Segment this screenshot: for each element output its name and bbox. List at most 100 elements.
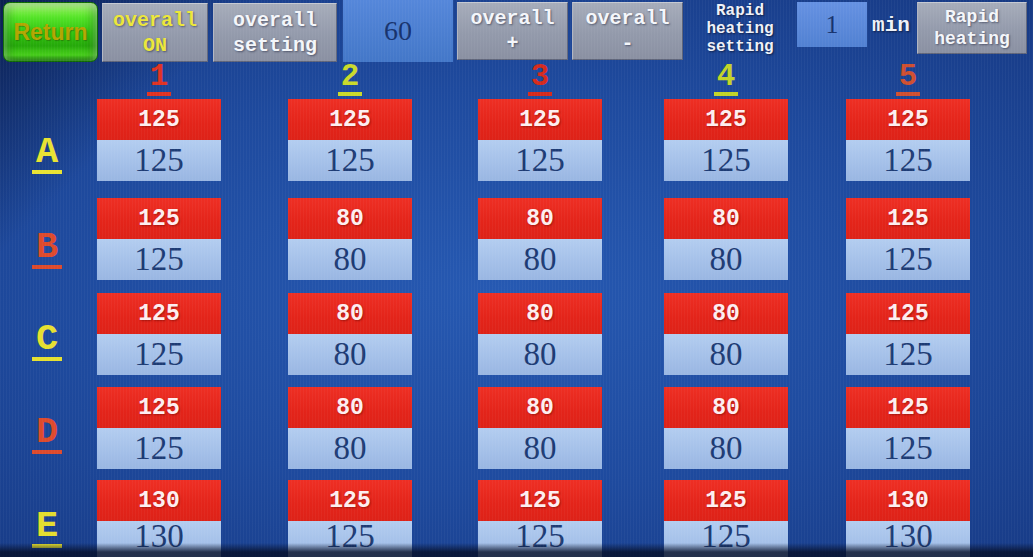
set-temp-A1[interactable]: 125 [97,99,221,140]
actual-temp-D1: 125 [97,428,221,469]
set-temp-A5[interactable]: 125 [846,99,970,140]
actual-temp-C5: 125 [846,334,970,375]
row-label-text: E [32,512,62,548]
set-temp-D3[interactable]: 80 [478,387,602,428]
cell-B2: 8080 [288,198,412,280]
rapid-heating-minutes-value: 1 [826,10,839,40]
cell-E5: 130130 [846,480,970,557]
set-temp-B4[interactable]: 80 [664,198,788,239]
hmi-heating-screen: Return overall ON overall setting 60 ove… [0,0,1033,557]
actual-temp-C3: 80 [478,334,602,375]
set-temp-E1[interactable]: 130 [97,480,221,521]
cell-B1: 125125 [97,198,221,280]
return-button[interactable]: Return [3,2,98,62]
row-label-D: D [22,418,72,454]
set-temp-E5[interactable]: 130 [846,480,970,521]
cell-C3: 8080 [478,293,602,375]
row-label-E: E [22,512,72,548]
cell-E1: 130130 [97,480,221,557]
cell-E2: 125125 [288,480,412,557]
overall-setting-button[interactable]: overall setting [213,3,337,62]
cell-E4: 125125 [664,480,788,557]
row-label-text: A [32,138,62,174]
set-temp-C5[interactable]: 125 [846,293,970,334]
set-temp-C1[interactable]: 125 [97,293,221,334]
actual-temp-C4: 80 [664,334,788,375]
actual-temp-D5: 125 [846,428,970,469]
overall-setting-label-line2: setting [233,33,317,58]
cell-D3: 8080 [478,387,602,469]
actual-temp-E5: 130 [846,521,970,557]
cell-C5: 125125 [846,293,970,375]
column-header-2: 2 [288,65,412,96]
row-label-C: C [22,325,72,361]
set-temp-E4[interactable]: 125 [664,480,788,521]
rapid-heating-setting-line2: heating [706,20,773,38]
actual-temp-B2: 80 [288,239,412,280]
column-header-text: 2 [338,65,363,96]
actual-temp-A2: 125 [288,140,412,181]
actual-temp-E1: 130 [97,521,221,557]
cell-A3: 125125 [478,99,602,181]
column-header-3: 3 [478,65,602,96]
row-label-text: C [32,325,62,361]
row-label-A: A [22,138,72,174]
overall-minus-button[interactable]: overall - [572,2,683,60]
overall-on-button[interactable]: overall ON [102,3,208,62]
rapid-heating-setting-label: Rapid heating setting [688,1,792,57]
set-temp-D5[interactable]: 125 [846,387,970,428]
set-temp-E3[interactable]: 125 [478,480,602,521]
set-temp-B1[interactable]: 125 [97,198,221,239]
cell-D5: 125125 [846,387,970,469]
column-header-5: 5 [846,65,970,96]
set-temp-C3[interactable]: 80 [478,293,602,334]
set-temp-C4[interactable]: 80 [664,293,788,334]
actual-temp-E2: 125 [288,521,412,557]
min-unit-label: min [869,10,913,40]
set-temp-B5[interactable]: 125 [846,198,970,239]
actual-temp-D4: 80 [664,428,788,469]
overall-setting-label-line1: overall [233,8,317,33]
overall-temperature-field[interactable]: 60 [343,0,453,62]
cell-A5: 125125 [846,99,970,181]
actual-temp-A1: 125 [97,140,221,181]
column-header-text: 1 [147,65,172,96]
column-header-text: 5 [896,65,921,96]
set-temp-A2[interactable]: 125 [288,99,412,140]
column-header-4: 4 [664,65,788,96]
overall-plus-label-line2: + [506,31,518,56]
overall-minus-label-line1: overall [585,6,669,31]
rapid-heating-setting-line3: setting [706,38,773,56]
set-temp-D2[interactable]: 80 [288,387,412,428]
set-temp-C2[interactable]: 80 [288,293,412,334]
set-temp-D4[interactable]: 80 [664,387,788,428]
set-temp-B3[interactable]: 80 [478,198,602,239]
set-temp-A3[interactable]: 125 [478,99,602,140]
set-temp-E2[interactable]: 125 [288,480,412,521]
overall-plus-label-line1: overall [470,6,554,31]
actual-temp-B1: 125 [97,239,221,280]
set-temp-D1[interactable]: 125 [97,387,221,428]
rapid-heating-button[interactable]: Rapid heating [917,2,1027,54]
overall-plus-button[interactable]: overall + [457,2,568,60]
row-label-text: D [32,418,62,454]
cell-C1: 125125 [97,293,221,375]
rapid-heating-minutes-field[interactable]: 1 [797,2,867,47]
cell-B5: 125125 [846,198,970,280]
row-label-text: B [32,233,62,269]
rapid-heating-label-line1: Rapid [945,6,999,29]
actual-temp-C2: 80 [288,334,412,375]
actual-temp-A5: 125 [846,140,970,181]
cell-A1: 125125 [97,99,221,181]
set-temp-B2[interactable]: 80 [288,198,412,239]
cell-D2: 8080 [288,387,412,469]
overall-temperature-value: 60 [384,15,412,47]
cell-D1: 125125 [97,387,221,469]
actual-temp-E3: 125 [478,521,602,557]
rapid-heating-label-line2: heating [934,28,1010,51]
min-unit-text: min [872,14,910,37]
set-temp-A4[interactable]: 125 [664,99,788,140]
cell-C2: 8080 [288,293,412,375]
overall-on-label-line2: ON [143,33,167,58]
actual-temp-D2: 80 [288,428,412,469]
